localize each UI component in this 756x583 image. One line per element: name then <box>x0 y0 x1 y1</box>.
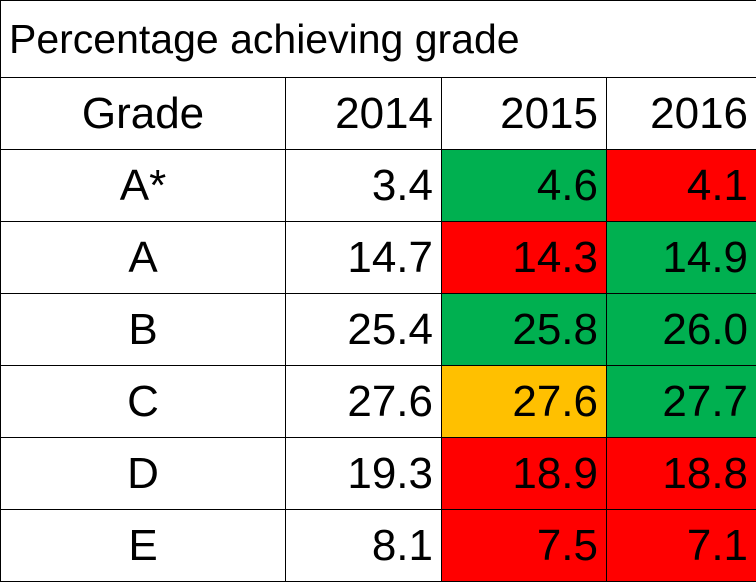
value-cell-2014: 3.4 <box>285 149 442 222</box>
header-row: Grade 2014 2015 2016 <box>0 77 756 150</box>
grade-cell: A <box>0 221 286 294</box>
value-cell-2014: 27.6 <box>285 365 442 438</box>
value-cell-2015: 7.5 <box>441 509 607 582</box>
value-cell-2015: 25.8 <box>441 293 607 366</box>
value-cell-2015: 27.6 <box>441 365 607 438</box>
value-cell-2016: 26.0 <box>605 293 756 366</box>
value-cell-2015: 18.9 <box>441 437 607 510</box>
column-header-2016: 2016 <box>605 77 756 150</box>
table-row: A 14.7 14.3 14.9 <box>0 221 756 294</box>
grade-cell: E <box>0 509 286 582</box>
table-row: C 27.6 27.6 27.7 <box>0 365 756 438</box>
value-cell-2016: 4.1 <box>605 149 756 222</box>
grade-cell: C <box>0 365 286 438</box>
table-title: Percentage achieving grade <box>0 0 756 78</box>
title-row: Percentage achieving grade <box>0 0 756 78</box>
value-cell-2016: 27.7 <box>605 365 756 438</box>
value-cell-2015: 4.6 <box>441 149 607 222</box>
grade-cell: B <box>0 293 286 366</box>
grade-cell: A* <box>0 149 286 222</box>
grade-cell: D <box>0 437 286 510</box>
column-header-2015: 2015 <box>441 77 607 150</box>
column-header-2014: 2014 <box>285 77 442 150</box>
value-cell-2014: 8.1 <box>285 509 442 582</box>
value-cell-2014: 19.3 <box>285 437 442 510</box>
table-row: A* 3.4 4.6 4.1 <box>0 149 756 222</box>
value-cell-2014: 25.4 <box>285 293 442 366</box>
value-cell-2016: 14.9 <box>605 221 756 294</box>
value-cell-2015: 14.3 <box>441 221 607 294</box>
value-cell-2016: 18.8 <box>605 437 756 510</box>
value-cell-2014: 14.7 <box>285 221 442 294</box>
column-header-grade: Grade <box>0 77 286 150</box>
table-row: D 19.3 18.9 18.8 <box>0 437 756 510</box>
value-cell-2016: 7.1 <box>605 509 756 582</box>
table-row: B 25.4 25.8 26.0 <box>0 293 756 366</box>
table-row: E 8.1 7.5 7.1 <box>0 509 756 582</box>
